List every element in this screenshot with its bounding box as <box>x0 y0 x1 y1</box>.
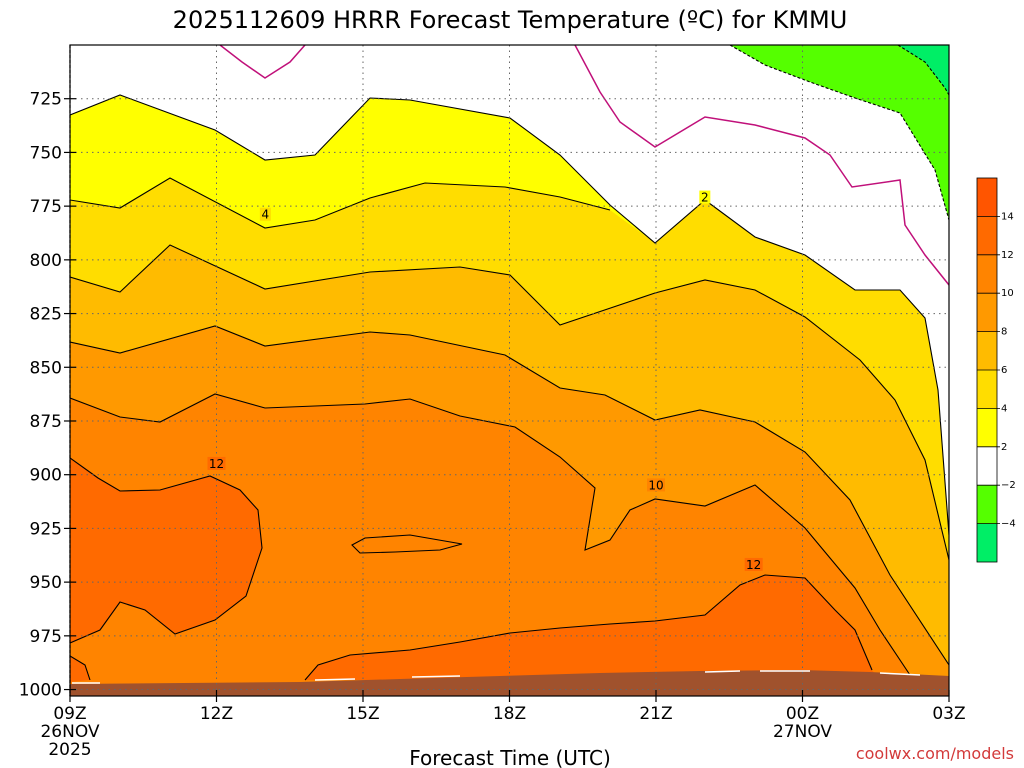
contour-lines <box>70 45 949 681</box>
x-tick-date: 26NOV <box>40 722 99 742</box>
x-tick-label: 18Z <box>493 704 526 724</box>
contour-line-10 <box>70 393 911 676</box>
colorbar-label: 2 <box>1001 442 1007 453</box>
colorbar-segment <box>977 178 997 217</box>
contour-line-0 <box>729 45 949 221</box>
contour-line-12-left <box>70 457 263 644</box>
colorbar-label: −2 <box>1001 480 1016 491</box>
contour-label-bg <box>259 207 271 221</box>
contour-line-12-corner <box>70 655 91 681</box>
colorbar-label: −4 <box>1001 519 1016 530</box>
x-tick-label: 09Z <box>53 704 86 724</box>
y-axis: 725 750 775 800 825 850 875 900 925 950 975 1000 <box>19 90 76 701</box>
colorbar-label: 10 <box>1001 288 1014 299</box>
colorbar-segment <box>977 485 997 524</box>
y-tick-label: 875 <box>30 412 62 432</box>
y-tick-label: 800 <box>30 251 62 271</box>
contour-line-neg2 <box>897 45 949 96</box>
contour-line-4 <box>70 177 611 229</box>
contour-label: 12 <box>746 558 761 572</box>
credit-text: coolwx.com/models <box>856 744 1014 763</box>
x-tick-year: 2025 <box>48 740 91 760</box>
colorbar-segment <box>977 293 997 332</box>
colorbar-segment <box>977 446 997 486</box>
contour-label-bg <box>699 190 711 204</box>
freezing-line <box>219 45 949 286</box>
contour-label: 12 <box>209 457 224 471</box>
colorbar-label: 6 <box>1001 365 1007 376</box>
contour-label-bg <box>207 456 226 470</box>
contour-label-bg <box>647 478 665 492</box>
contour-line-2 <box>70 94 949 536</box>
x-tick-label: 15Z <box>346 704 379 724</box>
colorbar-segment <box>977 331 997 370</box>
y-tick-label: 775 <box>30 197 62 217</box>
band-12-14-bottom <box>305 575 880 680</box>
colorbar-segment <box>977 254 997 294</box>
y-tick-label: 1000 <box>19 681 62 701</box>
colorbar-segment <box>977 216 997 255</box>
y-tick-label: 900 <box>30 466 62 486</box>
colorbar-segment <box>977 408 997 447</box>
x-tick-label: 21Z <box>639 704 672 724</box>
colorbar-segment <box>977 370 997 409</box>
colorbar-label: 4 <box>1001 403 1007 414</box>
colorbar-segment <box>977 523 997 562</box>
x-tick-label: 03Z <box>932 704 965 724</box>
ground-highlight <box>72 670 921 684</box>
contour-label-bg <box>744 557 763 571</box>
contour-labels: 12 4 2 10 12 <box>207 190 763 572</box>
y-tick-label: 850 <box>30 358 62 378</box>
band-neg4-neg2 <box>898 45 949 95</box>
y-tick-label: 950 <box>30 573 62 593</box>
chart-title: 2025112609 HRRR Forecast Temperature (ºC… <box>173 6 848 34</box>
y-tick-label: 925 <box>30 519 62 539</box>
y-tick-label: 725 <box>30 90 62 110</box>
colorbar: −4 −2 2 4 6 8 10 12 14 <box>976 177 1016 563</box>
grid-lines <box>70 45 949 696</box>
x-tick-label: 12Z <box>200 704 233 724</box>
band-12-14-corner <box>70 656 90 682</box>
contour-line-12-island <box>351 534 463 554</box>
y-tick-label: 750 <box>30 143 62 163</box>
colorbar-label: 14 <box>1001 211 1014 222</box>
colorbar-label: 8 <box>1001 327 1007 338</box>
contour-label: 4 <box>262 208 270 222</box>
x-axis-label: Forecast Time (UTC) <box>409 746 611 768</box>
y-tick-label: 975 <box>30 627 62 647</box>
colorbar-label: 12 <box>1001 250 1014 261</box>
contour-line-8 <box>70 325 949 666</box>
band-12-14-left <box>70 458 262 643</box>
contour-line-6 <box>70 244 949 561</box>
x-tick-label: 00Z <box>786 704 819 724</box>
contour-label: 10 <box>648 478 663 492</box>
x-tick-date: 27NOV <box>773 722 832 742</box>
contour-label: 2 <box>701 191 709 205</box>
contour-fill-area <box>70 45 949 696</box>
y-tick-label: 825 <box>30 305 62 325</box>
contour-line-12-bottom <box>304 574 873 681</box>
band-neg2-0 <box>730 45 949 220</box>
